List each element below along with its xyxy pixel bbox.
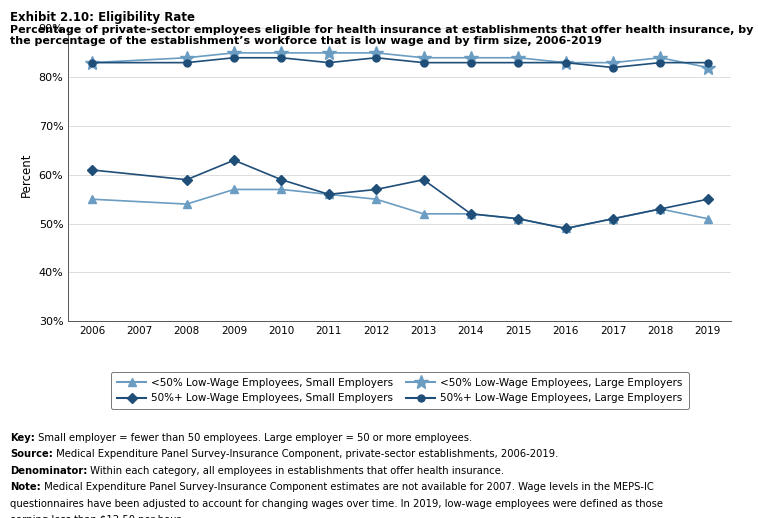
Text: earning less than $12.50 per hour.: earning less than $12.50 per hour. <box>10 515 183 518</box>
Text: Source:: Source: <box>10 449 53 459</box>
Text: Note:: Note: <box>10 482 41 492</box>
Legend: <50% Low-Wage Employees, Small Employers, 50%+ Low-Wage Employees, Small Employe: <50% Low-Wage Employees, Small Employers… <box>111 372 689 409</box>
Text: Exhibit 2.10: Eligibility Rate: Exhibit 2.10: Eligibility Rate <box>10 11 195 24</box>
Text: questionnaires have been adjusted to account for changing wages over time. In 20: questionnaires have been adjusted to acc… <box>10 499 662 509</box>
Text: Key:: Key: <box>10 433 35 442</box>
Y-axis label: Percent: Percent <box>20 153 33 197</box>
Text: Within each category, all employees in establishments that offer health insuranc: Within each category, all employees in e… <box>87 466 504 476</box>
Text: Small employer = fewer than 50 employees. Large employer = 50 or more employees.: Small employer = fewer than 50 employees… <box>35 433 472 442</box>
Text: Medical Expenditure Panel Survey-Insurance Component estimates are not available: Medical Expenditure Panel Survey-Insuran… <box>41 482 653 492</box>
Text: Percentage of private-sector employees eligible for health insurance at establis: Percentage of private-sector employees e… <box>10 25 753 47</box>
Text: Denominator:: Denominator: <box>10 466 87 476</box>
Text: Medical Expenditure Panel Survey-Insurance Component, private-sector establishme: Medical Expenditure Panel Survey-Insuran… <box>53 449 558 459</box>
